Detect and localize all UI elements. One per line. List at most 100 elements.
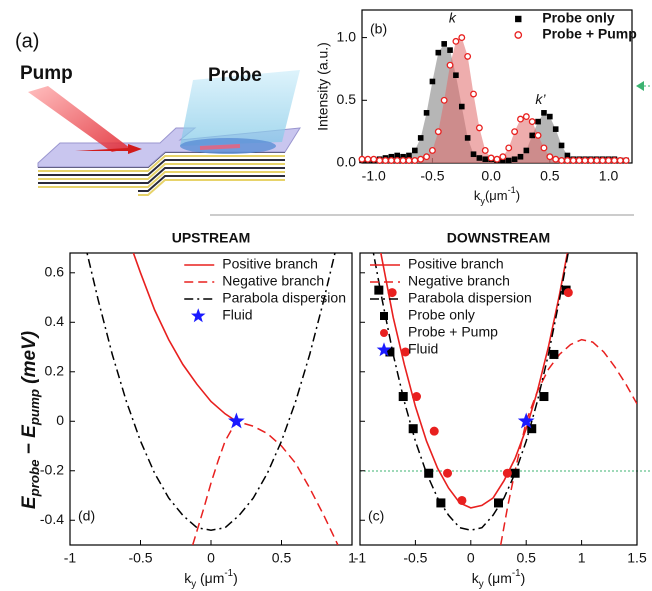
x-axis-label: ky (μm-1) xyxy=(184,568,238,590)
x-axis-label-part: y xyxy=(191,579,196,590)
marker xyxy=(458,103,465,110)
y-tick-label: 0.2 xyxy=(45,362,65,378)
marker xyxy=(374,285,384,295)
marker xyxy=(417,155,425,163)
legend-label: Probe only xyxy=(408,307,475,323)
marker xyxy=(464,52,472,60)
marker xyxy=(406,152,412,159)
x-tick-label: 0 xyxy=(467,550,475,566)
marker xyxy=(387,288,397,298)
x-tick-label: 0.5 xyxy=(516,550,536,566)
marker xyxy=(529,132,536,139)
y-axis-label-part: (meV) xyxy=(19,331,40,389)
charts: -1.0 -0.5 0.0 0.5 1.00.00.51.0ky(μm-1)Intens… xyxy=(19,9,647,590)
y-axis-label: Intensity (a.u.) xyxy=(315,42,331,131)
marker xyxy=(476,155,483,161)
marker xyxy=(382,157,389,164)
y-axis-label-part: E xyxy=(19,495,40,509)
marker xyxy=(458,34,466,42)
marker xyxy=(387,157,395,164)
marker xyxy=(399,157,407,164)
chart-title: UPSTREAM xyxy=(172,230,251,246)
series-line xyxy=(86,253,336,531)
y-tick-label: -0.2 xyxy=(40,461,64,477)
marker xyxy=(400,347,410,357)
annotation: k’ xyxy=(535,91,546,107)
marker xyxy=(376,157,384,164)
marker xyxy=(541,110,547,116)
marker xyxy=(436,498,446,508)
marker xyxy=(412,392,422,402)
marker xyxy=(435,49,442,56)
marker xyxy=(549,349,559,359)
marker xyxy=(546,153,554,161)
marker xyxy=(558,157,566,164)
marker xyxy=(380,312,388,320)
marker xyxy=(593,157,601,164)
panel-label: (d) xyxy=(78,508,95,524)
marker xyxy=(605,157,612,164)
marker xyxy=(528,118,536,126)
marker xyxy=(358,155,366,163)
marker xyxy=(517,153,524,160)
marker xyxy=(398,392,408,402)
pump-label: Pump xyxy=(20,63,73,84)
marker xyxy=(370,155,378,163)
x-tick-label: 1 xyxy=(348,550,356,566)
marker xyxy=(190,308,206,323)
marker xyxy=(539,392,549,402)
marker xyxy=(510,468,520,478)
x-axis-label-part: y xyxy=(480,196,485,206)
marker xyxy=(552,155,560,163)
marker xyxy=(470,90,477,98)
guide-arrow xyxy=(636,81,644,91)
marker xyxy=(447,47,453,53)
marker xyxy=(505,144,513,152)
marker xyxy=(470,151,477,158)
sample-illustration xyxy=(28,70,301,196)
marker xyxy=(502,468,512,478)
marker xyxy=(569,157,577,164)
x-axis-label-part: (μm xyxy=(484,570,512,586)
y-axis-label-part: − E xyxy=(19,424,40,460)
y-tick-label: -0.4 xyxy=(40,511,64,527)
marker xyxy=(424,468,434,478)
series-line xyxy=(499,338,637,545)
marker xyxy=(481,147,489,154)
marker xyxy=(464,135,471,141)
x-axis-label-part: (μm xyxy=(196,570,224,586)
x-axis-label-part: y xyxy=(479,579,484,590)
marker xyxy=(493,155,501,163)
y-axis-label-part: probe xyxy=(27,459,42,498)
marker xyxy=(563,157,571,164)
x-tick-label: -0.5 xyxy=(128,550,152,566)
legend-label: Negative branch xyxy=(222,273,324,289)
chart-title: DOWNSTREAM xyxy=(447,230,550,246)
x-tick-label: -0.5 xyxy=(420,168,444,184)
marker xyxy=(500,157,506,164)
y-tick-label: 0.0 xyxy=(337,154,357,170)
area-fill xyxy=(362,43,627,163)
marker xyxy=(400,153,406,160)
x-axis-label-part: k xyxy=(474,188,481,203)
marker xyxy=(610,157,618,164)
chart: -1 -0.5 0 0.5 1-0.4-0.200.20.40.6ky (μm-1)Ep… xyxy=(19,230,356,590)
annotation: k xyxy=(449,9,457,25)
marker xyxy=(534,131,542,139)
marker xyxy=(511,128,519,136)
marker xyxy=(587,157,595,164)
x-axis-label: ky (μm-1) xyxy=(472,568,526,590)
y-tick-label: 0.4 xyxy=(45,313,65,329)
marker xyxy=(563,288,573,298)
marker xyxy=(443,468,453,478)
marker xyxy=(511,156,518,163)
x-axis-label-part: -1 xyxy=(508,185,516,195)
plot-frame xyxy=(359,252,638,546)
marker xyxy=(514,31,523,39)
marker xyxy=(564,152,571,159)
x-tick-label: 1.0 xyxy=(599,168,619,184)
marker xyxy=(453,72,459,79)
y-tick-label: 1.0 xyxy=(337,28,357,44)
